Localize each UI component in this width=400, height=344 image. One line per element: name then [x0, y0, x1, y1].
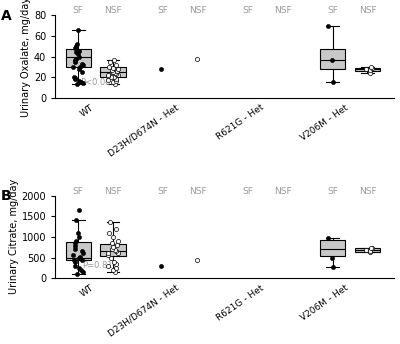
PathPatch shape: [355, 248, 380, 252]
Text: P=0.81: P=0.81: [82, 261, 113, 270]
Text: SF: SF: [158, 6, 168, 15]
Text: SF: SF: [242, 186, 253, 195]
Text: NSF: NSF: [274, 186, 292, 195]
Text: P<0.001: P<0.001: [80, 78, 116, 87]
Text: SF: SF: [158, 186, 168, 195]
Text: SF: SF: [73, 186, 84, 195]
Text: A: A: [1, 9, 12, 23]
Text: NSF: NSF: [274, 6, 292, 15]
Y-axis label: Urinary Citrate, mg/day: Urinary Citrate, mg/day: [9, 179, 19, 294]
Text: SF: SF: [73, 6, 84, 15]
Text: SF: SF: [242, 6, 253, 15]
Text: NSF: NSF: [104, 6, 122, 15]
Text: NSF: NSF: [359, 186, 376, 195]
Text: NSF: NSF: [189, 186, 207, 195]
Text: SF: SF: [327, 6, 338, 15]
PathPatch shape: [100, 67, 126, 77]
Text: B: B: [1, 189, 12, 203]
Text: NSF: NSF: [359, 6, 376, 15]
Text: NSF: NSF: [189, 6, 207, 15]
Text: SF: SF: [327, 186, 338, 195]
PathPatch shape: [100, 244, 126, 256]
PathPatch shape: [320, 240, 345, 256]
Y-axis label: Urinary Oxalate, mg/day: Urinary Oxalate, mg/day: [21, 0, 31, 117]
PathPatch shape: [66, 49, 91, 67]
PathPatch shape: [355, 68, 380, 71]
PathPatch shape: [320, 49, 345, 69]
Text: NSF: NSF: [104, 186, 122, 195]
PathPatch shape: [66, 242, 91, 260]
